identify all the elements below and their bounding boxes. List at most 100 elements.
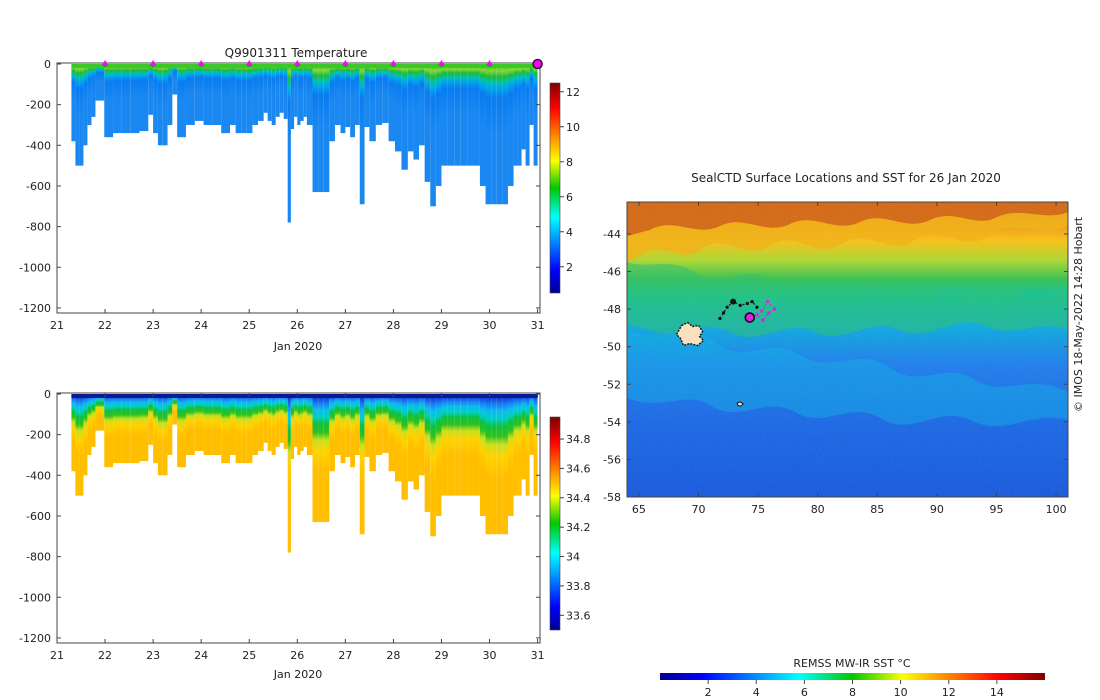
sst-map-panel: SealCTD Surface Locations and SST for 26…	[603, 171, 1085, 699]
profile-column	[460, 394, 468, 496]
sst-colorbar-tick-label: 6	[801, 686, 808, 699]
surface-marker	[197, 60, 205, 67]
colorbar-tick-label: 34.8	[566, 433, 591, 446]
current-position-marker	[744, 312, 756, 323]
profile-column	[194, 64, 204, 121]
profile-column	[75, 64, 80, 166]
profile-column	[435, 394, 442, 516]
profile-column	[303, 64, 307, 117]
profile-column	[271, 394, 276, 455]
x-tick-label: 24	[194, 319, 208, 332]
profile-column	[323, 394, 330, 523]
colorbar-tick-label: 6	[566, 191, 573, 204]
x-tick-label: 65	[632, 503, 646, 516]
profile-column	[162, 64, 168, 146]
profile-column	[318, 64, 324, 193]
kerguelen-island	[675, 321, 705, 347]
profile-column	[517, 394, 522, 496]
profile-column	[185, 64, 195, 125]
profile-column	[513, 394, 518, 496]
profile-column	[306, 394, 313, 455]
profile-column	[221, 64, 231, 134]
profile-column	[157, 394, 163, 476]
sst-colorbar-tick-label: 14	[990, 686, 1004, 699]
profile-column	[113, 64, 122, 134]
track-point-black-line	[719, 300, 758, 319]
profile-column	[113, 394, 122, 464]
temperature-colorbar	[549, 82, 561, 294]
surface-marker	[341, 60, 349, 67]
sst-colorbar-tick-label: 8	[849, 686, 856, 699]
colorbar-tick-label: 34.4	[566, 492, 591, 505]
profile-column	[303, 394, 307, 447]
x-tick-label: 21	[50, 649, 64, 662]
x-tick-label: 31	[531, 319, 545, 332]
colorbar-tick-label: 34.6	[566, 462, 591, 475]
profile-column	[246, 64, 253, 134]
profile-column	[521, 64, 526, 150]
profile-column	[364, 64, 370, 128]
profile-column	[252, 394, 259, 455]
colorbar-tick-label: 12	[566, 86, 580, 99]
colorbar-tick-label: 8	[566, 156, 573, 169]
profile-column	[502, 394, 508, 535]
profile-column	[533, 394, 538, 496]
profile-column	[354, 394, 360, 455]
credit-text: © IMOS 18-May-2022 14:28 Hobart	[1072, 216, 1085, 412]
surface-marker	[389, 60, 397, 67]
surface-marker	[293, 60, 301, 67]
temperature-colorbar-ticks: 2 4 6 8 10 12	[560, 86, 580, 274]
surface-marker	[149, 60, 157, 67]
profile-column	[87, 64, 92, 125]
profile-column	[130, 394, 140, 464]
profile-column	[473, 64, 480, 166]
sst-colorbar-tick-label: 4	[753, 686, 760, 699]
profile-column	[329, 394, 335, 472]
surface-layer	[71, 394, 538, 399]
y-tick-label: -58	[603, 491, 621, 504]
x-tick-label: 30	[483, 649, 497, 662]
profile-column	[507, 64, 514, 186]
colorbar-tick-label: 4	[566, 226, 573, 239]
profile-column	[297, 394, 301, 455]
profile-column	[153, 64, 158, 134]
profile-column	[121, 394, 131, 464]
profile-column	[388, 64, 396, 142]
x-tick-label: 80	[811, 503, 825, 516]
profile-column	[345, 394, 351, 458]
profile-column	[350, 64, 355, 138]
sst-map-frame	[626, 201, 1069, 498]
y-tick-label: 0	[44, 58, 51, 71]
x-tick-label: 27	[338, 319, 352, 332]
profile-column	[485, 394, 492, 535]
temperature-y-axis: 0 -200 -400 -600 -800 -1000 -1200	[19, 58, 540, 315]
profile-column	[419, 64, 425, 146]
colorbar-tick-label: 10	[566, 121, 580, 134]
track-point-magenta-line	[750, 300, 776, 322]
profile-column	[413, 64, 420, 160]
profile-column	[430, 64, 436, 207]
y-tick-label: -56	[603, 453, 621, 466]
x-tick-label: 28	[386, 319, 400, 332]
y-tick-label: -52	[603, 378, 621, 391]
profile-column	[91, 64, 96, 117]
x-tick-label: 26	[290, 319, 304, 332]
profile-column	[157, 64, 163, 146]
profile-column	[241, 64, 247, 134]
profile-column	[203, 394, 213, 455]
profile-column	[340, 64, 346, 134]
profile-column	[419, 394, 425, 476]
profile-column	[148, 394, 154, 445]
y-tick-label: -200	[26, 429, 51, 442]
y-tick-label: -1000	[19, 261, 51, 274]
sst-overlays	[675, 298, 777, 407]
x-tick-label: 22	[98, 319, 112, 332]
salinity-colorbar-ticks: 33.6 33.8 34 34.2 34.4 34.6 34.8	[560, 433, 591, 622]
profile-column	[235, 394, 242, 464]
profile-column	[401, 64, 408, 170]
profile-column	[521, 394, 526, 480]
y-tick-label: -400	[26, 469, 51, 482]
profile-column	[388, 394, 396, 472]
profile-column	[441, 394, 448, 496]
